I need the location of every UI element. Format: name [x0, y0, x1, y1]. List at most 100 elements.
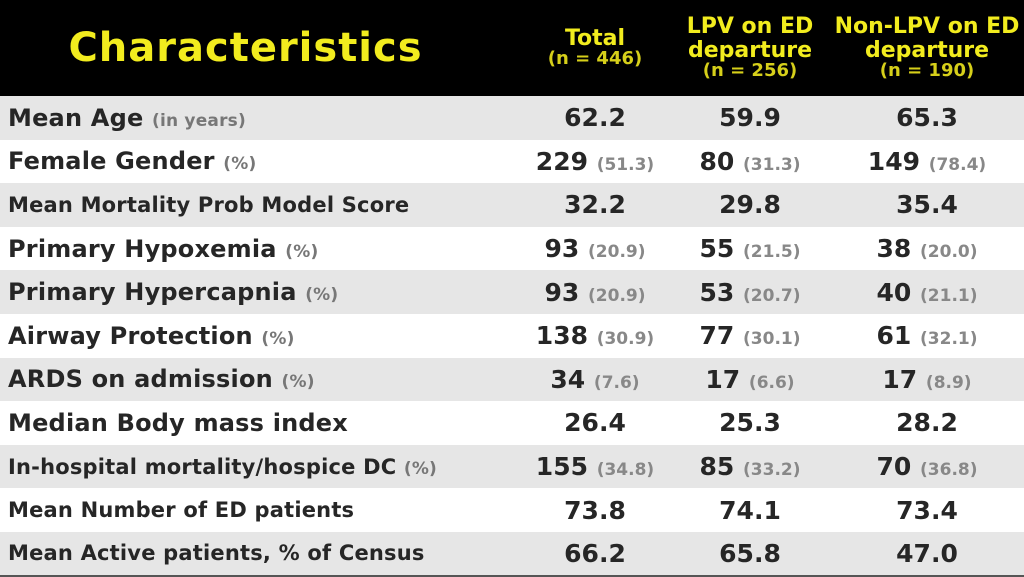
- cell-value: 17 (6.6): [670, 358, 830, 402]
- cell-value: 29.8: [670, 183, 830, 227]
- percent: (36.8): [920, 460, 978, 481]
- cell-value: 93 (20.9): [520, 227, 670, 271]
- table-body: Mean Age (in years) 62.2 59.9 65.3 Female Ge…: [0, 96, 1024, 577]
- cell-value: 28.2: [830, 401, 1024, 445]
- count: 29.8: [719, 190, 781, 220]
- count: 59.9: [719, 103, 781, 133]
- cell-value: 25.3: [670, 401, 830, 445]
- cell-value: 74.1: [670, 488, 830, 532]
- percent: (30.9): [596, 329, 655, 350]
- cell-value: 59.9: [670, 96, 830, 140]
- count: 66.2: [564, 538, 626, 568]
- count: 93: [544, 277, 580, 307]
- table-row: Mean Active patients, % of Census 66.2 65.…: [0, 531, 1024, 577]
- count: 47.0: [896, 538, 958, 568]
- row-label: Median Body mass index: [0, 401, 520, 445]
- row-label-text: Median Body mass index: [8, 408, 348, 437]
- count: 17: [705, 364, 741, 394]
- cell-value: 32.2: [520, 183, 670, 227]
- cell-value: 53 (20.7): [670, 270, 830, 314]
- cell-value: 55 (21.5): [670, 227, 830, 271]
- count: 40: [876, 277, 912, 307]
- row-label: In-hospital mortality/hospice DC (%): [0, 445, 520, 489]
- row-label: Primary Hypoxemia (%): [0, 227, 520, 271]
- cell-value: 35.4: [830, 183, 1024, 227]
- cell-value: 66.2: [520, 531, 670, 577]
- header-non-lpv: Non-LPV on ED departure (n = 190): [834, 14, 1020, 81]
- cell-value: 47.0: [830, 531, 1024, 577]
- cell-value: 61 (32.1): [830, 314, 1024, 358]
- table-row: In-hospital mortality/hospice DC (%) 155 …: [0, 444, 1024, 489]
- count: 25.3: [719, 408, 781, 438]
- percent: (20.9): [588, 285, 646, 306]
- count: 32.2: [564, 190, 626, 220]
- count: 65.8: [719, 538, 781, 568]
- cell-value: 17 (8.9): [830, 358, 1024, 402]
- count: 70: [876, 452, 912, 482]
- cell-value: 229 (51.3): [520, 140, 670, 184]
- percent: (20.7): [743, 285, 801, 306]
- count: 28.2: [896, 408, 958, 438]
- row-label: Female Gender (%): [0, 140, 520, 184]
- cell-value: 73.8: [520, 488, 670, 532]
- cell-value: 138 (30.9): [520, 314, 670, 358]
- count: 73.8: [564, 495, 626, 525]
- count: 17: [882, 364, 918, 394]
- row-unit: (in years): [152, 110, 246, 131]
- header-characteristics: Characteristics: [68, 25, 423, 71]
- count: 26.4: [564, 408, 626, 438]
- row-label-text: Mean Mortality Prob Model Score: [8, 192, 410, 217]
- percent: (51.3): [596, 154, 655, 175]
- row-label-text: Mean Number of ED patients: [8, 498, 355, 523]
- header-total: Total (n = 446): [547, 26, 643, 70]
- row-unit: (%): [403, 458, 438, 479]
- cell-value: 80 (31.3): [670, 140, 830, 184]
- percent: (8.9): [925, 372, 972, 393]
- cell-value: 85 (33.2): [670, 445, 830, 489]
- percent: (78.4): [928, 154, 987, 175]
- percent: (33.2): [743, 460, 801, 481]
- row-label-text: In-hospital mortality/hospice DC: [8, 454, 397, 479]
- cell-value: 73.4: [830, 488, 1024, 532]
- table-row: Median Body mass index 26.4 25.3 28.2: [0, 401, 1024, 445]
- row-unit: (%): [223, 154, 257, 175]
- row-label: Airway Protection (%): [0, 314, 520, 358]
- count: 62.2: [564, 103, 626, 133]
- cell-value: 65.8: [670, 531, 830, 577]
- cell-value: 155 (34.8): [520, 445, 670, 489]
- row-label-text: Mean Age: [8, 103, 144, 132]
- table-row: Mean Mortality Prob Model Score 32.2 29.8 3…: [0, 183, 1024, 227]
- row-label-text: Mean Active patients, % of Census: [8, 541, 425, 566]
- percent: (20.9): [588, 242, 646, 263]
- count: 55: [699, 234, 735, 264]
- cell-value: 77 (30.1): [670, 314, 830, 358]
- percent: (34.8): [596, 460, 655, 481]
- table-header: Characteristics Total (n = 446) LPV on ED…: [0, 0, 1024, 96]
- count: 155: [535, 452, 588, 482]
- percent: (21.5): [743, 242, 801, 263]
- percent: (30.1): [743, 329, 801, 350]
- count: 38: [876, 234, 912, 264]
- cell-value: 93 (20.9): [520, 270, 670, 314]
- table-row: Female Gender (%) 229 (51.3) 80 (31.3) 149 …: [0, 139, 1024, 184]
- row-unit: (%): [285, 241, 319, 262]
- percent: (6.6): [748, 372, 795, 393]
- header-lpv: LPV on ED departure (n = 256): [686, 14, 814, 81]
- cell-value: 26.4: [520, 401, 670, 445]
- count: 61: [876, 321, 912, 351]
- count: 149: [867, 146, 920, 176]
- count: 73.4: [896, 495, 958, 525]
- row-label: Mean Active patients, % of Census: [0, 531, 520, 577]
- cell-value: 40 (21.1): [830, 270, 1024, 314]
- cell-value: 34 (7.6): [520, 358, 670, 402]
- percent: (20.0): [920, 242, 978, 263]
- row-unit: (%): [261, 328, 295, 349]
- count: 80: [699, 146, 735, 176]
- count: 74.1: [719, 495, 781, 525]
- table-row: Airway Protection (%) 138 (30.9) 77 (30.1)…: [0, 313, 1024, 358]
- table-row: Mean Age (in years) 62.2 59.9 65.3: [0, 96, 1024, 140]
- row-label-text: Primary Hypoxemia: [8, 234, 277, 263]
- row-label-text: Female Gender: [8, 147, 215, 176]
- count: 229: [535, 146, 588, 176]
- count: 93: [544, 234, 580, 264]
